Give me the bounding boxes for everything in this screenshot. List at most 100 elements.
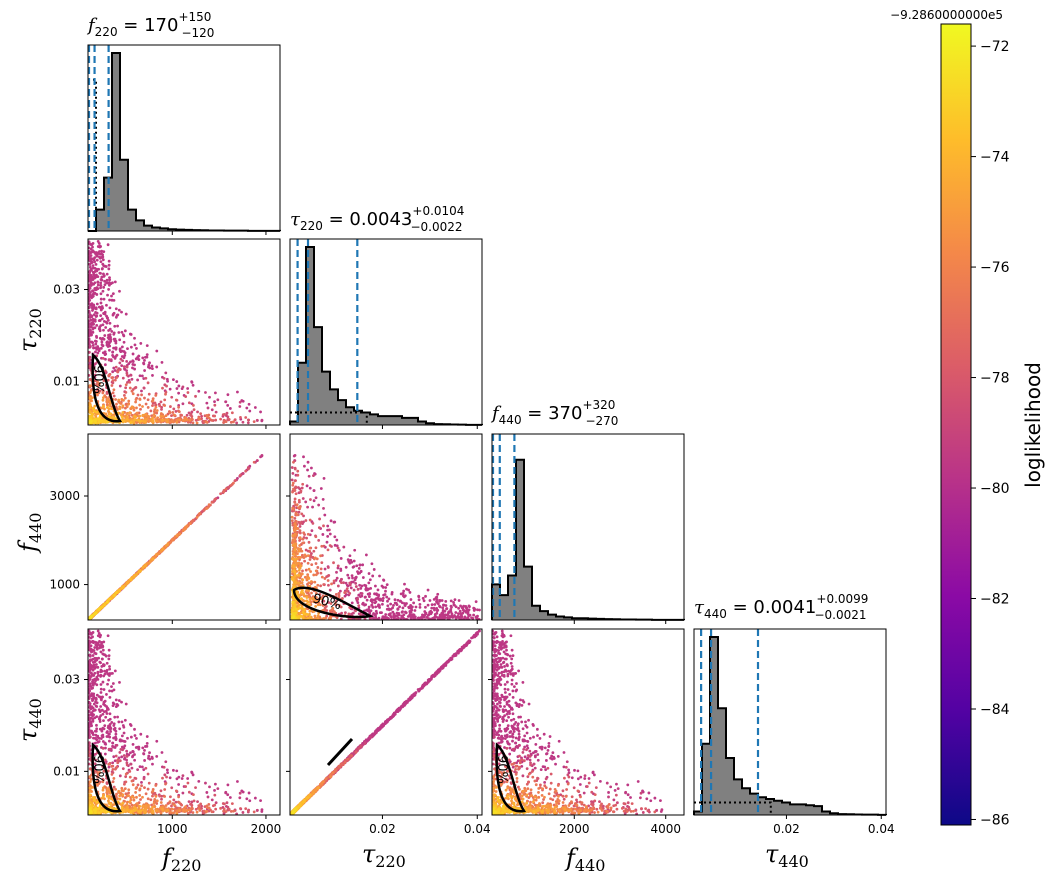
sample-point (462, 617, 466, 620)
sample-point (106, 634, 110, 638)
sample-point (331, 606, 335, 610)
sample-point (118, 338, 122, 342)
sample-point (354, 585, 358, 588)
sample-point (133, 336, 136, 340)
sample-point (113, 324, 117, 328)
contour-line (292, 586, 374, 619)
sample-point (166, 771, 169, 775)
sample-point (117, 308, 121, 312)
sample-point (121, 404, 125, 408)
sample-point (141, 746, 145, 750)
sample-point (105, 661, 109, 665)
sample-point (90, 282, 94, 286)
sample-point (108, 739, 111, 743)
sample-point (359, 595, 362, 599)
sample-point (101, 391, 105, 395)
sample-point (129, 751, 132, 755)
sample-point (314, 600, 318, 603)
sample-point (441, 606, 445, 610)
sample-point (106, 378, 110, 382)
sample-point (393, 614, 397, 618)
sample-point (246, 467, 250, 471)
sample-point (390, 592, 394, 596)
sample-point (356, 597, 360, 601)
sample-point (126, 736, 129, 740)
hist-bar (394, 416, 402, 425)
sample-point (173, 536, 176, 540)
sample-point (321, 533, 325, 536)
sample-point (90, 261, 93, 265)
sample-point (334, 599, 338, 603)
sample-point (200, 804, 203, 808)
sample-point (129, 360, 132, 364)
sample-point (312, 549, 316, 553)
sample-point (138, 414, 142, 418)
sample-point (106, 398, 110, 401)
sample-point (99, 301, 103, 305)
sample-point (127, 362, 131, 366)
sample-point (294, 607, 298, 611)
sample-point (414, 605, 418, 609)
sample-point (101, 680, 105, 684)
sample-point (105, 712, 109, 715)
sample-point (298, 536, 302, 540)
sample-point (88, 694, 92, 697)
sample-point (106, 243, 110, 247)
sample-point (181, 385, 185, 389)
sample-point (194, 418, 198, 422)
sample-point (320, 597, 324, 601)
sample-point (370, 562, 374, 566)
sample-point (163, 398, 167, 402)
sample-point (107, 263, 111, 267)
sample-point (99, 346, 103, 350)
sample-point (103, 283, 107, 287)
sample-point (89, 682, 92, 686)
sample-point (88, 654, 92, 658)
hist-bar (128, 209, 136, 231)
sample-point (114, 738, 118, 742)
sample-point (210, 501, 214, 504)
sample-point (112, 298, 116, 302)
sample-point (95, 663, 98, 666)
sample-point (170, 418, 174, 422)
sample-point (326, 574, 330, 578)
sample-point (196, 410, 199, 414)
sample-point (313, 472, 316, 475)
sample-point (302, 556, 306, 560)
sample-point (291, 608, 295, 611)
panel-frame (491, 433, 685, 621)
sample-point (151, 367, 154, 371)
sample-point (364, 603, 368, 607)
sample-point (208, 395, 211, 399)
sample-point (134, 415, 138, 419)
sample-point (153, 408, 157, 412)
sample-point (140, 389, 143, 393)
sample-point (103, 407, 106, 411)
sample-point (105, 278, 109, 282)
sample-point (135, 736, 138, 740)
sample-point (131, 359, 135, 363)
histogram-tau440 (693, 628, 887, 816)
sample-point (135, 347, 138, 350)
sample-point (161, 547, 164, 551)
sample-point (354, 609, 357, 613)
sample-point (453, 598, 457, 602)
sample-point (111, 292, 115, 296)
sample-point (347, 576, 351, 580)
sample-point (107, 674, 111, 677)
sample-point (235, 812, 239, 815)
sample-point (154, 419, 158, 423)
sample-point (88, 762, 91, 766)
sample-point (88, 674, 91, 678)
sample-point (117, 699, 121, 702)
sample-point (88, 252, 91, 256)
sample-point (88, 744, 92, 748)
sample-point (322, 476, 326, 480)
panel-frame (289, 433, 483, 621)
sample-point (306, 561, 310, 565)
sample-point (96, 670, 100, 674)
sample-point (160, 794, 164, 798)
hist-bar (144, 225, 152, 231)
sample-point (293, 538, 297, 541)
sample-point (118, 361, 122, 365)
